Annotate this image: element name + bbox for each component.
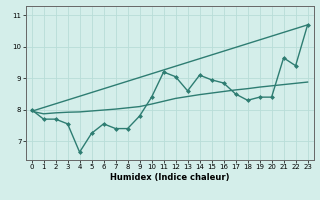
X-axis label: Humidex (Indice chaleur): Humidex (Indice chaleur) (110, 173, 229, 182)
